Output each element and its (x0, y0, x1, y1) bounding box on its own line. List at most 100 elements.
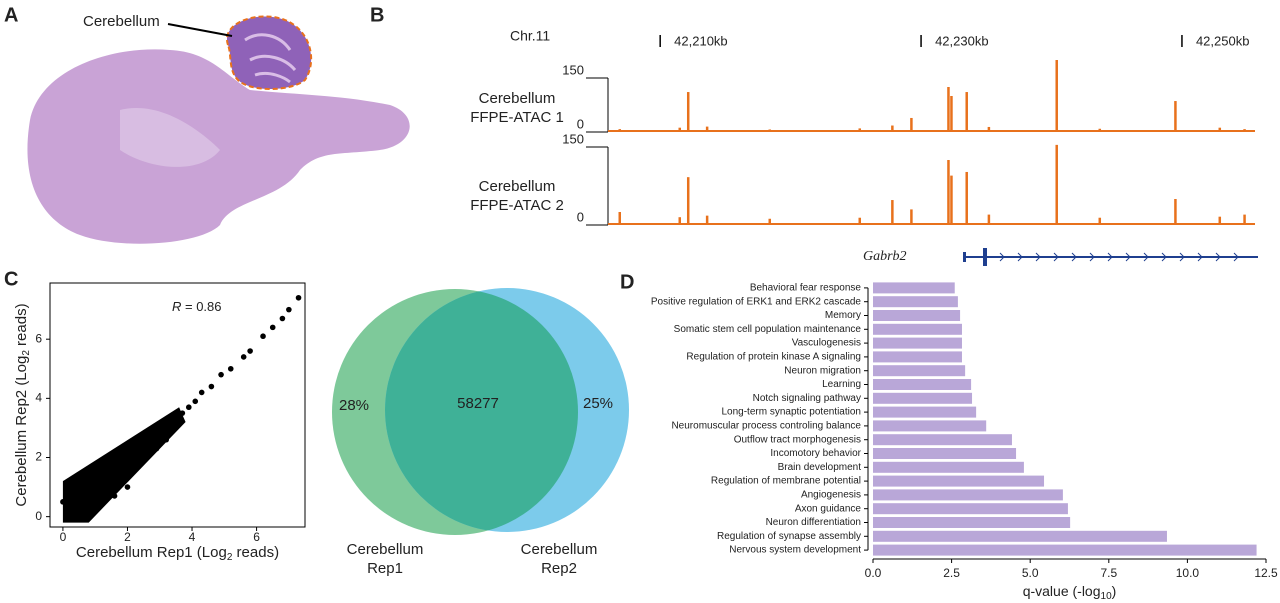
category-label: Neuron differentiation (766, 517, 861, 528)
x-axis-label-tail: reads) (232, 544, 279, 561)
histology-annotation: Cerebellum (83, 13, 160, 30)
gene-arrow (1197, 252, 1203, 262)
annotation-symbol: R (172, 299, 181, 314)
bar (873, 448, 1017, 459)
point (279, 315, 286, 322)
x-axis-label-sub: 10 (1101, 591, 1113, 602)
panel-label: A (4, 4, 18, 26)
y-axis-label: Cerebellum Rep2 (Log2 reads) (13, 303, 32, 506)
x-tick-label: 7.5 (1100, 566, 1117, 580)
annotation-text: = 0.86 (181, 299, 221, 314)
point (208, 383, 215, 390)
point (95, 469, 102, 476)
bar (873, 351, 962, 363)
x-axis-label-sub: 2 (227, 552, 233, 563)
category-label: Regulation of synapse assembly (717, 531, 861, 542)
point (60, 499, 66, 505)
gene-arrow (999, 252, 1005, 262)
x-tick-label: 42,250kb (1196, 33, 1250, 48)
point (240, 354, 247, 360)
x-tick-label: 0.0 (865, 566, 882, 580)
gene-arrow (1143, 252, 1149, 262)
point (98, 490, 105, 496)
point (295, 294, 302, 301)
category-label: Neuron migration (784, 365, 861, 376)
x-axis-label: Cerebellum Rep1 (Log2 reads) (76, 544, 279, 563)
bar (873, 461, 1024, 473)
bar (873, 379, 972, 390)
category-label: Brain development (778, 462, 862, 473)
category-label: Long-term synaptic potentiation (721, 407, 861, 418)
bar (873, 406, 977, 418)
x-axis-label-tail: ) (1112, 583, 1117, 599)
venn (332, 288, 629, 535)
bar (873, 517, 1071, 528)
y-tick-label: 150 (562, 131, 584, 146)
y-axis-label-text: Cerebellum Rep2 (Log (13, 356, 30, 507)
point (79, 504, 86, 511)
bar (873, 296, 958, 308)
point (134, 463, 140, 470)
point (269, 324, 276, 331)
bar (873, 544, 1257, 556)
point (69, 510, 76, 517)
x-tick-label: 5.0 (1022, 566, 1039, 580)
venn-left-name: Cerebellum Rep1 (346, 541, 424, 577)
panel-label: D (620, 271, 634, 293)
venn-overlap-value: 58277 (457, 395, 499, 412)
y-tick-label: 0 (577, 209, 584, 224)
venn-right-name: Cerebellum Rep2 (520, 541, 598, 577)
point (150, 431, 157, 437)
bar (873, 337, 962, 349)
histology (27, 15, 410, 244)
point (121, 472, 128, 479)
point (66, 487, 73, 493)
point (76, 484, 82, 490)
category-label: Behavioral fear response (750, 283, 862, 294)
gene-name: Gabrb2 (863, 249, 907, 264)
point (198, 389, 205, 396)
bar (873, 392, 973, 404)
panel-label: B (370, 4, 384, 26)
point (247, 348, 253, 354)
track-name: Cerebellum FFPE-ATAC 1 (470, 90, 564, 126)
y-axis-label-tail: reads) (13, 303, 30, 350)
point (185, 404, 192, 411)
point (163, 436, 170, 443)
point (169, 416, 176, 422)
x-axis-label: q-value (-log10) (1023, 583, 1117, 602)
bar (873, 310, 961, 321)
category-label: Incomotory behavior (770, 448, 861, 459)
x-tick-label: 42,230kb (935, 33, 989, 48)
point (131, 445, 137, 452)
bar (873, 282, 955, 294)
bar (873, 475, 1045, 487)
x-tick-label: 10.0 (1176, 566, 1200, 580)
x-tick-label: 42,210kb (674, 33, 728, 48)
venn-right-value: 25% (583, 395, 613, 412)
x-tick-label: 6 (253, 530, 260, 544)
gene-arrow (1125, 252, 1131, 262)
track-name: Cerebellum FFPE-ATAC 2 (470, 178, 564, 214)
bar (873, 489, 1063, 501)
point (105, 463, 111, 470)
annotation: R = 0.86 (172, 299, 222, 314)
gene-arrow (1089, 252, 1095, 262)
y-tick-label: 150 (562, 62, 584, 77)
category-label: Axon guidance (795, 503, 862, 514)
gene-arrow (1233, 252, 1239, 262)
category-label: Notch signaling pathway (753, 393, 861, 404)
y-axis-label-sub: 2 (21, 350, 32, 356)
category-label: Angiogenesis (801, 490, 861, 501)
gene-arrow (1017, 252, 1023, 262)
category-label: Positive regulation of ERK1 and ERK2 cas… (651, 296, 862, 307)
gene-arrow (1215, 252, 1221, 262)
point (140, 439, 147, 446)
bar (873, 503, 1068, 515)
y-tick-label: 4 (35, 391, 42, 405)
x-tick-label: 4 (189, 530, 196, 544)
gene-arrow (1053, 252, 1059, 262)
point (179, 410, 186, 416)
bar (873, 434, 1012, 446)
